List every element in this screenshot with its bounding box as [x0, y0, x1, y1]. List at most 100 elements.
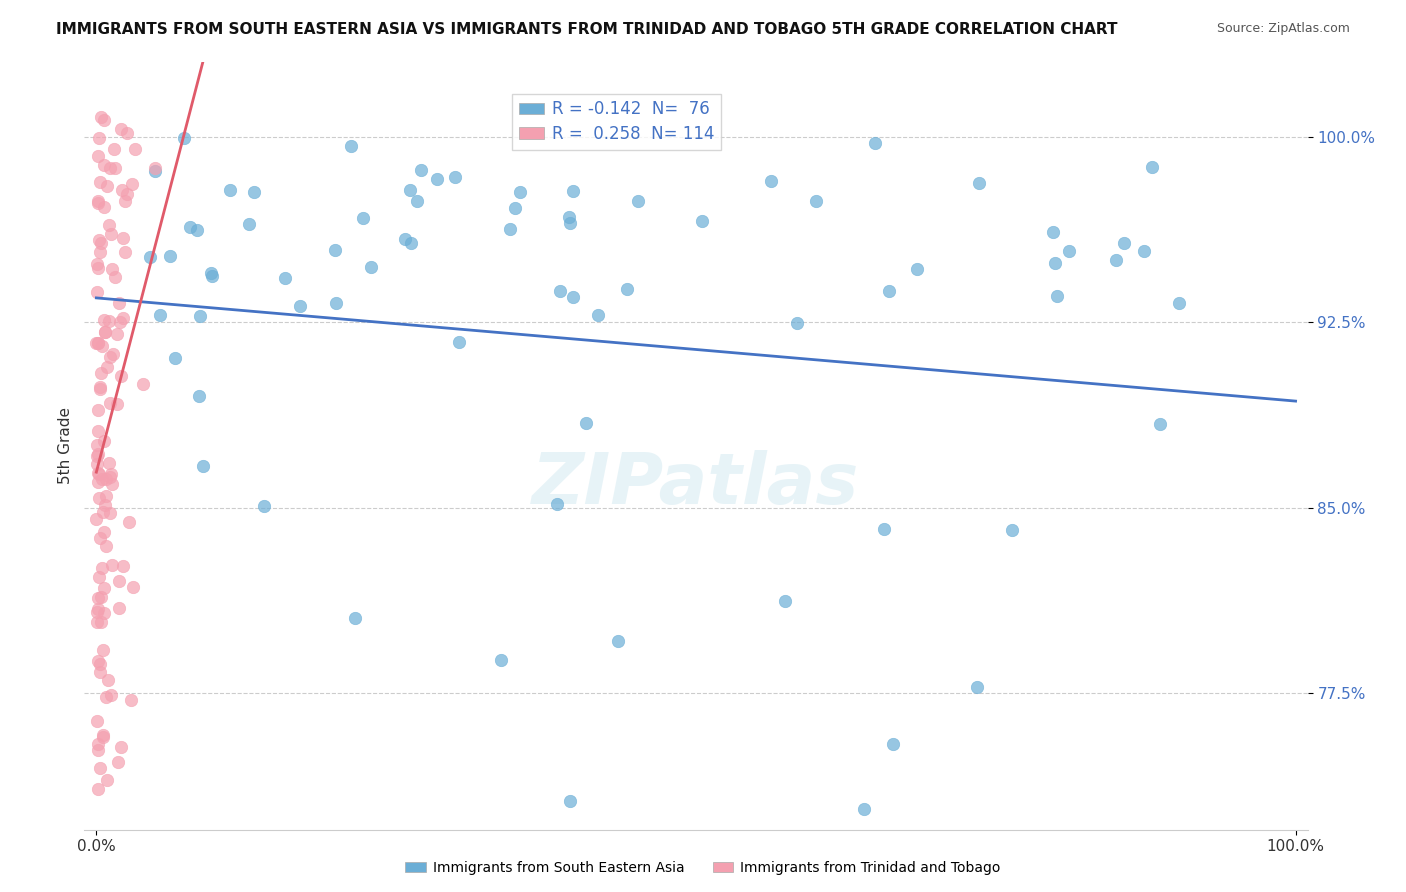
Point: [90, 472, 112, 486]
Point: [89, 244, 111, 259]
Point: [343, 611, 366, 625]
Point: [399, 235, 422, 250]
Point: [110, 739, 132, 754]
Point: [575, 416, 598, 430]
Point: [561, 184, 583, 198]
Point: [91, 339, 114, 353]
Point: [91, 561, 114, 575]
Point: [1059, 244, 1081, 259]
Point: [122, 580, 145, 594]
Y-axis label: 5th Grade: 5th Grade: [58, 408, 73, 484]
Point: [108, 296, 131, 310]
Point: [546, 498, 568, 512]
Point: [193, 458, 215, 473]
Point: [1133, 244, 1156, 259]
Point: [187, 389, 209, 403]
Point: [852, 802, 875, 816]
Point: [509, 185, 531, 199]
Point: [786, 316, 808, 330]
Point: [97, 456, 120, 470]
Point: [91, 728, 114, 742]
Point: [159, 249, 181, 263]
Point: [94, 489, 117, 503]
Point: [98, 396, 121, 410]
Point: [93, 313, 115, 327]
Point: [90, 590, 112, 604]
Point: [94, 498, 117, 512]
Point: [86, 335, 108, 350]
Point: [607, 633, 630, 648]
Point: [503, 202, 526, 216]
Point: [118, 515, 141, 529]
Point: [561, 290, 583, 304]
Point: [89, 665, 111, 679]
Point: [100, 469, 122, 483]
Point: [588, 308, 610, 322]
Point: [86, 457, 108, 471]
Point: [93, 158, 115, 172]
Point: [340, 139, 363, 153]
Point: [163, 351, 186, 365]
Point: [87, 447, 110, 461]
Text: Source: ZipAtlas.com: Source: ZipAtlas.com: [1216, 22, 1350, 36]
Point: [274, 270, 297, 285]
Point: [87, 194, 110, 209]
Point: [98, 506, 121, 520]
Point: [98, 314, 121, 328]
Point: [87, 654, 110, 668]
Point: [616, 282, 638, 296]
Point: [98, 350, 121, 364]
Point: [93, 200, 115, 214]
Point: [288, 299, 311, 313]
Point: [398, 183, 420, 197]
Point: [558, 794, 581, 808]
Point: [100, 689, 122, 703]
Point: [87, 591, 110, 605]
Point: [548, 285, 571, 299]
Point: [98, 161, 121, 175]
Point: [121, 177, 143, 191]
Point: [100, 227, 122, 242]
Point: [89, 531, 111, 545]
Point: [877, 284, 900, 298]
Point: [101, 476, 124, 491]
Point: [107, 574, 129, 588]
Point: [773, 594, 796, 608]
Point: [449, 334, 471, 349]
Point: [90, 615, 112, 629]
Point: [87, 466, 110, 480]
Point: [148, 308, 170, 322]
Point: [108, 600, 131, 615]
Point: [360, 260, 382, 275]
Point: [86, 743, 108, 757]
Point: [1140, 160, 1163, 174]
Point: [87, 602, 110, 616]
Point: [243, 185, 266, 199]
Point: [87, 424, 110, 438]
Point: [1043, 256, 1066, 270]
Point: [93, 113, 115, 128]
Point: [115, 187, 138, 202]
Point: [100, 467, 122, 481]
Point: [124, 142, 146, 156]
Point: [132, 376, 155, 391]
Point: [86, 149, 108, 163]
Point: [120, 693, 142, 707]
Point: [153, 881, 176, 892]
Point: [107, 397, 129, 411]
Point: [186, 223, 208, 237]
Point: [103, 142, 125, 156]
Point: [86, 257, 108, 271]
Point: [100, 262, 122, 277]
Point: [87, 196, 110, 211]
Point: [882, 737, 904, 751]
Point: [188, 310, 211, 324]
Point: [489, 653, 512, 667]
Point: [112, 231, 135, 245]
Point: [1112, 236, 1135, 251]
Point: [86, 261, 108, 276]
Point: [426, 172, 449, 186]
Point: [90, 367, 112, 381]
Point: [86, 449, 108, 463]
Point: [107, 755, 129, 769]
